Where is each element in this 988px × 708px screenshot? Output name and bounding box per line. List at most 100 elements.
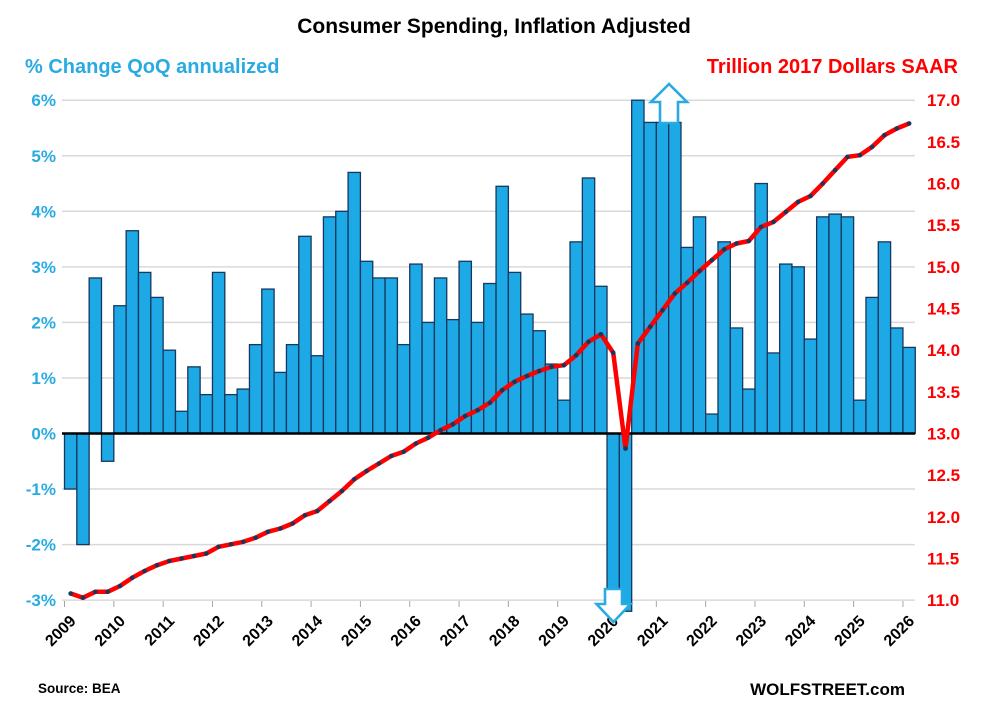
line-marker	[142, 568, 147, 574]
left-axis-title: % Change QoQ annualized	[25, 56, 279, 78]
bar	[433, 277, 448, 435]
line-marker	[820, 181, 826, 186]
line-marker	[697, 268, 702, 274]
plot-area: 6%5%4%3%2%1%0%-1%-2%-3%17.016.516.015.51…	[26, 82, 960, 650]
line-marker	[647, 324, 653, 330]
line-marker	[376, 461, 382, 466]
right-tick-label: 13.5	[927, 383, 960, 402]
line-marker	[906, 121, 912, 126]
up-arrow-icon	[647, 82, 691, 125]
left-tick-label: 5%	[31, 147, 56, 166]
line-marker	[487, 400, 493, 406]
line-marker	[894, 126, 900, 131]
brand-label: WOLFSTREET.com	[750, 680, 905, 699]
left-tick-label: -3%	[26, 591, 56, 610]
bar	[791, 266, 805, 435]
line-marker	[438, 427, 443, 433]
line-marker	[512, 379, 517, 385]
bar	[298, 235, 312, 435]
line-marker	[598, 332, 604, 337]
bar	[470, 321, 485, 435]
bar	[594, 285, 608, 435]
line-marker	[832, 167, 838, 173]
bar	[273, 371, 288, 435]
bar	[865, 296, 879, 435]
bar	[88, 277, 103, 435]
bar	[236, 388, 251, 435]
bar	[150, 296, 164, 435]
chart-title: Consumer Spending, Inflation Adjusted	[297, 15, 691, 38]
right-tick-label: 14.5	[927, 300, 960, 319]
bar	[766, 352, 781, 435]
bar	[162, 349, 177, 435]
line-marker	[117, 583, 123, 589]
line-marker	[167, 558, 172, 564]
bar	[285, 343, 300, 435]
bar	[569, 241, 584, 435]
line-marker	[610, 350, 616, 356]
bar	[125, 230, 140, 435]
line-marker	[845, 154, 850, 160]
left-tick-label: -1%	[26, 480, 56, 499]
bar	[729, 327, 744, 435]
right-axis-ticks: 17.0 16.5 16.0 15.5 15.0 14.5 14.0 13.5 13.0 12.5…	[927, 91, 960, 610]
line-marker	[339, 488, 345, 494]
line-marker	[228, 542, 234, 547]
line-marker	[388, 453, 394, 459]
line-marker	[93, 589, 98, 595]
bar	[544, 363, 559, 435]
bar	[372, 277, 386, 435]
line-marker	[462, 413, 468, 419]
line-marker	[586, 339, 591, 345]
line-marker	[783, 209, 789, 215]
source-label: Source: BEA	[38, 681, 121, 696]
right-tick-label: 13.0	[927, 425, 960, 444]
bar	[507, 271, 522, 435]
bar	[717, 241, 731, 435]
right-tick-label: 11.5	[927, 549, 959, 568]
bar	[803, 338, 818, 435]
line-marker	[795, 199, 801, 205]
bar	[335, 210, 349, 435]
bar	[100, 432, 115, 462]
line-marker	[635, 341, 641, 346]
bar	[174, 410, 189, 435]
bar	[692, 216, 707, 435]
line-marker	[364, 468, 369, 474]
bar	[211, 271, 226, 435]
bar	[840, 216, 855, 435]
right-tick-label: 14.0	[927, 341, 960, 360]
line-marker	[857, 152, 863, 158]
right-tick-label: 12.0	[927, 508, 960, 527]
right-tick-label: 12.5	[927, 466, 960, 485]
bar	[483, 282, 497, 435]
line-marker	[216, 544, 221, 550]
left-tick-label: 4%	[31, 202, 56, 221]
line-marker	[80, 595, 86, 600]
line-marker	[499, 387, 505, 393]
line-marker	[758, 224, 764, 230]
bar	[224, 393, 238, 435]
bar	[815, 216, 830, 435]
bar	[742, 388, 756, 435]
bar	[889, 327, 904, 435]
left-axis-ticks: 6% 5% 4% 3% 2% 1% 0% -1% -2% -3%	[26, 91, 56, 610]
bar	[532, 330, 547, 435]
line-marker	[179, 556, 184, 561]
bar	[137, 271, 152, 435]
line-marker	[882, 132, 887, 138]
bar	[396, 343, 411, 435]
bar	[606, 432, 621, 612]
bar	[618, 432, 633, 612]
line-marker	[265, 529, 271, 535]
bar	[261, 288, 275, 435]
line-marker	[68, 591, 73, 596]
bar	[754, 182, 768, 435]
left-tick-label: 2%	[31, 313, 56, 332]
line-marker	[869, 144, 875, 150]
line-marker	[573, 352, 579, 358]
line-marker	[475, 407, 480, 413]
bar	[63, 432, 78, 490]
left-tick-label: 6%	[31, 91, 56, 110]
